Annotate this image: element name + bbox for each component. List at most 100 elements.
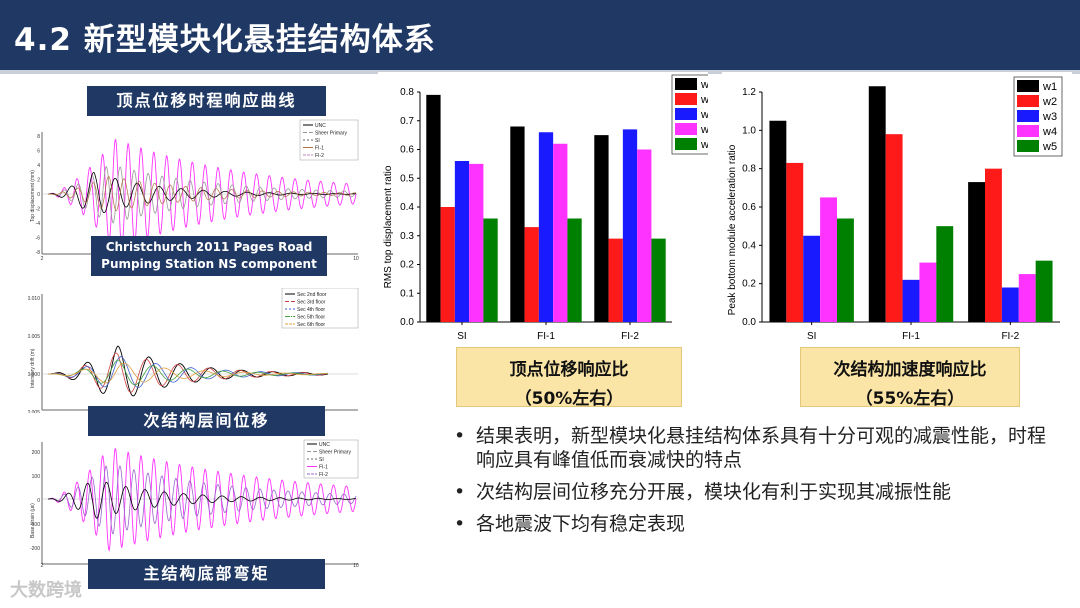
bullet-marker: • xyxy=(454,513,466,535)
legend-swatch-w4 xyxy=(675,123,697,135)
bullet-text-1: 结果表明，新型模块化悬挂结构体系具有十分可观的减震性能，时程响应具有峰值低而衰减… xyxy=(476,425,1047,471)
y-tick-label: 0.0 xyxy=(742,317,756,328)
axis-tick-label: -2 xyxy=(36,207,41,213)
x-tick-label: FI-2 xyxy=(621,331,639,342)
legend-swatch-w3 xyxy=(1017,110,1039,122)
y-tick-label: 0.6 xyxy=(742,202,756,213)
axis-tick-label: 100 xyxy=(32,474,41,480)
axis-tick-label: -6 xyxy=(36,236,41,242)
list-item: • 结果表明，新型模块化悬挂结构体系具有十分可观的减震性能，时程响应具有峰值低而衰… xyxy=(448,424,1048,472)
legend-swatch-w1 xyxy=(675,78,697,90)
y-tick-label: 0.8 xyxy=(742,164,756,175)
axis-tick-label: -100 xyxy=(30,522,40,528)
legend-swatch-w5 xyxy=(1017,140,1039,152)
y-tick-label: 0.4 xyxy=(742,240,756,251)
bullet-marker: • xyxy=(454,425,466,447)
bar-w4-si xyxy=(820,197,837,322)
legend-label: Sec 2nd floor xyxy=(297,292,327,298)
legend-label-w2: w2 xyxy=(700,94,708,106)
sec6-curve xyxy=(48,362,329,384)
bar-w3-fi-2 xyxy=(1001,287,1019,322)
axis-tick-label: 6 xyxy=(37,149,40,155)
bar-w4-fi-2 xyxy=(637,149,652,322)
unc-curve xyxy=(48,481,356,519)
slide-title: 4.2 新型模块化悬挂结构体系 xyxy=(14,22,436,58)
bullet-text-3: 各地震波下均有稳定表现 xyxy=(476,513,686,535)
bar-w4-fi-2 xyxy=(1018,274,1036,322)
legend-swatch-w4 xyxy=(1017,125,1039,137)
y-tick-label: 0.1 xyxy=(400,288,414,299)
plot3-ylabel: Base strain (με) xyxy=(30,503,36,538)
legend-label: Sec 4th floor xyxy=(297,307,325,313)
bar-w2-fi-1 xyxy=(524,227,539,322)
legend-label: SI xyxy=(319,457,324,463)
y-tick-label: 0.5 xyxy=(400,173,414,184)
legend-label: Sheer Primary xyxy=(319,450,351,456)
displacement-ratio-caption: 顶点位移响应比 （50%左右） xyxy=(456,347,682,409)
axis-tick-label: -200 xyxy=(30,546,40,552)
legend-label: UNC xyxy=(319,442,330,448)
displacement-bar-chart-svg: RMS top displacement ratio 0.0 0.1 0.2 0.3 0… xyxy=(383,74,721,342)
y-tick-label: 0.2 xyxy=(400,260,414,271)
legend-label: Sec 3rd floor xyxy=(297,300,326,306)
quake-label-line2: Pumping Station NS component xyxy=(101,257,317,271)
x-tick-label: 10 xyxy=(353,563,359,568)
plot2-ylabel: Interstory drift (m) xyxy=(30,348,36,388)
x-tick-label: 2 xyxy=(41,256,44,262)
x-tick-label: SI xyxy=(457,331,466,342)
bar-w2-si xyxy=(440,207,455,322)
y-tick-label: 1.0 xyxy=(742,125,756,136)
axis-tick-label: 0 xyxy=(37,192,40,198)
bar-w1-fi-2 xyxy=(968,182,986,322)
y-tick-label: 0.0 xyxy=(400,317,414,328)
legend-swatch-w5 xyxy=(675,138,697,150)
legend-label: Sec 5th floor xyxy=(297,315,325,321)
acceleration-bar-chart-svg: Peak bottom module acceleration ratio 0.… xyxy=(727,76,1063,342)
bar-w5-fi-1 xyxy=(567,218,582,322)
x-tick-label: FI-2 xyxy=(1001,331,1019,342)
y-tick-label: 0.4 xyxy=(400,202,414,213)
x-tick-label: 10 xyxy=(353,256,359,262)
axis-tick-label: 8 xyxy=(37,134,40,140)
legend-label-w3: w3 xyxy=(1042,111,1057,123)
bar-w1-fi-1 xyxy=(868,86,886,322)
legend-swatch-w2 xyxy=(1017,95,1039,107)
sec5-curve xyxy=(48,359,328,386)
y-tick-label: 0.2 xyxy=(742,279,756,290)
quake-record-label: Christchurch 2011 Pages Road Pumping Sta… xyxy=(91,236,327,276)
legend-label: FI-2 xyxy=(315,153,324,159)
plot1-ylabel: Top displacement (mm) xyxy=(30,170,36,222)
bar-w3-fi-1 xyxy=(538,132,554,322)
axis-tick-label: 0.000 xyxy=(28,372,40,378)
legend-label-w4: w4 xyxy=(700,124,708,136)
base-moment-svg: 200 100 0 -100 -200 2 10 Base strain (με) UNC S… xyxy=(30,439,359,569)
legend-swatch-w2 xyxy=(675,93,697,105)
legend-label-w5: w5 xyxy=(700,139,708,151)
legend-label-w1: w1 xyxy=(700,79,708,91)
bar-w3-si xyxy=(454,161,470,322)
bar-w2-fi-1 xyxy=(885,134,903,322)
interstory-drift-svg: 0.010 0.005 0.000 -0.005 Interstory drift (… xyxy=(26,287,359,416)
bar-w4-fi-1 xyxy=(553,143,568,322)
chart1-ylabel: RMS top displacement ratio xyxy=(383,165,394,288)
x-tick-label: FI-1 xyxy=(537,331,555,342)
legend-label: Sheer Primary xyxy=(315,131,347,137)
top-displacement-label: 顶点位移时程响应曲线 xyxy=(87,86,326,116)
bar-w1-fi-1 xyxy=(510,126,525,322)
legend-label-w2: w2 xyxy=(1042,96,1057,108)
axis-tick-label: 0 xyxy=(37,498,40,504)
bar-w5-si xyxy=(483,218,498,322)
legend-label: SI xyxy=(315,138,320,144)
legend-label: UNC xyxy=(315,123,326,129)
x-tick-label: 2 xyxy=(41,563,44,568)
bar-w2-fi-2 xyxy=(985,168,1002,322)
primary-curve xyxy=(48,166,357,224)
axis-tick-label: 0.010 xyxy=(28,296,40,302)
list-item: • 各地震波下均有稳定表现 xyxy=(448,512,1048,536)
y-tick-label: 0.8 xyxy=(400,87,414,98)
interstory-drift-label: 次结构层间位移 xyxy=(88,406,325,436)
interstory-drift-plot: 0.010 0.005 0.000 -0.005 Interstory drift (… xyxy=(26,287,363,416)
title-bar: 4.2 新型模块化悬挂结构体系 xyxy=(0,0,1080,74)
legend-label-w5: w5 xyxy=(1042,141,1057,153)
chart2-ylabel: Peak bottom module acceleration ratio xyxy=(727,144,738,315)
